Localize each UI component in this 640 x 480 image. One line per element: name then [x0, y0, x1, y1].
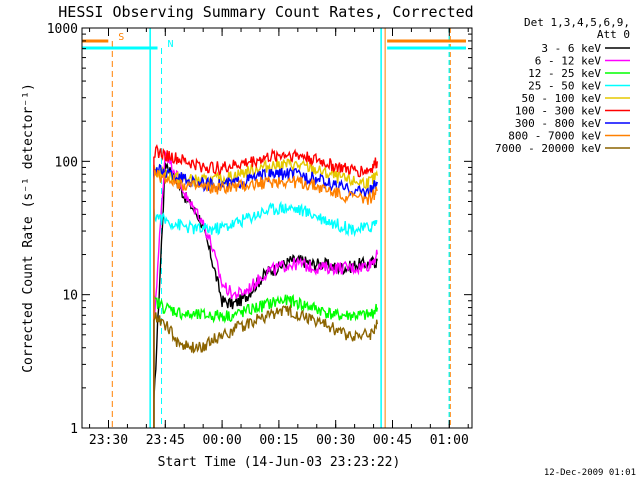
date-stamp: 12-Dec-2009 01:01	[544, 468, 636, 478]
plot-area: SN	[82, 28, 466, 428]
x-tick-label: 23:45	[146, 433, 185, 448]
legend-label: 7000 - 20000 keV	[495, 142, 601, 155]
series-line	[153, 169, 378, 428]
x-tick-label: 00:00	[203, 433, 242, 448]
x-axis-label: Start Time (14-Jun-03 23:23:22)	[158, 455, 401, 470]
x-tick-label: 00:30	[316, 433, 355, 448]
legend-label: 6 - 12 keV	[535, 55, 602, 68]
flag-label: S	[118, 32, 124, 43]
series-line	[153, 200, 378, 428]
x-tick-label: 00:15	[259, 433, 298, 448]
x-tick-label: 00:45	[373, 433, 412, 448]
flag-label: N	[168, 39, 174, 50]
plot-frame	[81, 27, 473, 429]
x-tick-label: 01:00	[430, 433, 469, 448]
y-tick-label: 1000	[47, 22, 78, 37]
x-tick-label: 23:30	[89, 433, 128, 448]
chart-title: HESSI Observing Summary Count Rates, Cor…	[58, 3, 473, 21]
axes: 23:30 23:45 00:00 00:15 00:30 00:45 01:00 1 10 10…	[47, 22, 472, 448]
legend-header: Det 1,3,4,5,6,9,	[524, 16, 630, 29]
y-tick-label: 1	[70, 422, 78, 437]
series-line	[153, 144, 378, 428]
series-line	[153, 158, 378, 428]
legend-label: 50 - 100 keV	[522, 92, 602, 105]
legend-header: Att 0	[597, 28, 630, 41]
series-line	[153, 149, 378, 428]
legend-label: 100 - 300 keV	[515, 105, 601, 118]
y-tick-label: 100	[55, 155, 78, 170]
legend-label: 3 - 6 keV	[541, 42, 601, 55]
series-line	[153, 303, 378, 428]
series-line	[153, 293, 378, 428]
legend-label: 300 - 800 keV	[515, 117, 601, 130]
y-axis-label: Corrected Count Rate (s⁻¹ detector⁻¹)	[21, 83, 36, 373]
y-tick-label: 10	[62, 289, 78, 304]
legend-label: 12 - 25 keV	[528, 67, 601, 80]
legend-label: 25 - 50 keV	[528, 80, 601, 93]
legend-label: 800 - 7000 keV	[508, 130, 601, 143]
